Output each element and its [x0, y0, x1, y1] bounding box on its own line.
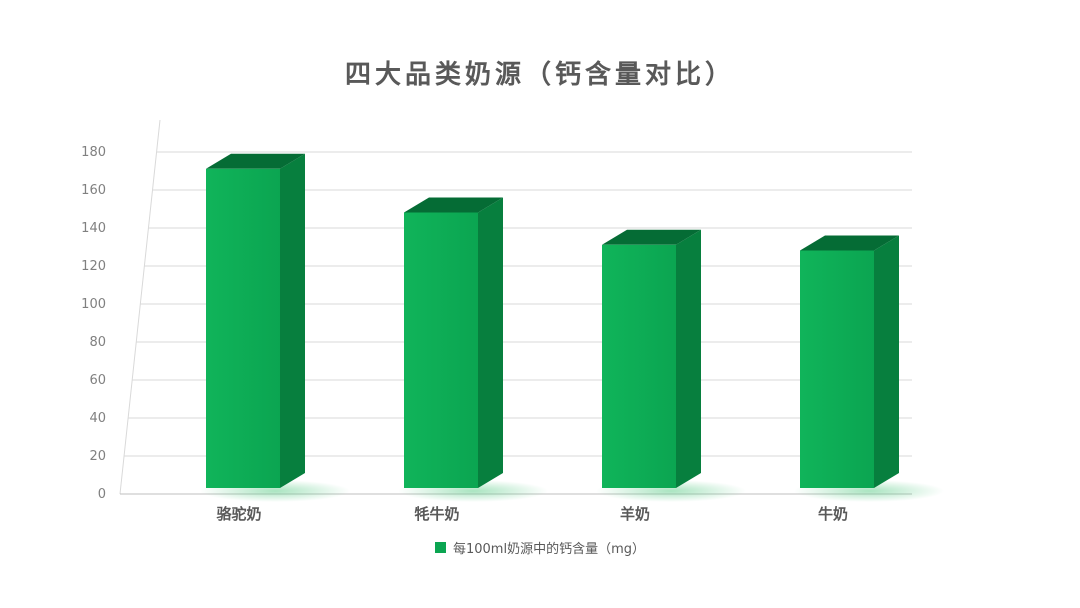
y-tick-label: 40 — [89, 411, 106, 426]
y-tick-label: 100 — [81, 297, 106, 312]
category-label: 骆驼奶 — [216, 505, 261, 523]
bar-side-face — [874, 235, 899, 488]
bar-top-face — [404, 197, 503, 213]
y-tick-label: 160 — [81, 183, 106, 198]
bar-group — [596, 229, 746, 502]
bar-side-face — [676, 229, 701, 489]
bar-group — [200, 153, 350, 502]
bar-top-face — [206, 153, 305, 169]
bar-front-face — [404, 212, 478, 488]
bar-group — [398, 197, 548, 502]
y-tick-label: 60 — [89, 373, 106, 388]
bar-top-face — [602, 229, 701, 245]
bar-side-face — [478, 197, 503, 488]
y-tick-label: 180 — [81, 145, 106, 160]
bar-front-face — [206, 168, 280, 489]
y-tick-label: 0 — [98, 487, 106, 502]
bar-top-face — [800, 235, 899, 251]
bar-side-face — [280, 153, 305, 489]
legend-swatch-icon — [434, 542, 446, 553]
chart-title: 四大品类奶源（钙含量对比） — [344, 60, 735, 90]
category-label: 牦牛奶 — [414, 505, 459, 523]
legend-label: 每100ml奶源中的钙含量（mg） — [452, 542, 645, 557]
category-label: 牛奶 — [818, 505, 848, 523]
y-tick-label: 80 — [89, 335, 106, 350]
bar-group — [794, 235, 944, 502]
category-label: 羊奶 — [620, 505, 650, 523]
legend: 每100ml奶源中的钙含量（mg） — [0, 538, 1080, 557]
bar-front-face — [602, 244, 676, 488]
y-tick-label: 120 — [81, 259, 106, 274]
wall-edge-line — [119, 119, 161, 495]
y-tick-label: 20 — [89, 449, 106, 464]
y-tick-label: 140 — [81, 221, 106, 236]
bar-front-face — [800, 250, 874, 488]
